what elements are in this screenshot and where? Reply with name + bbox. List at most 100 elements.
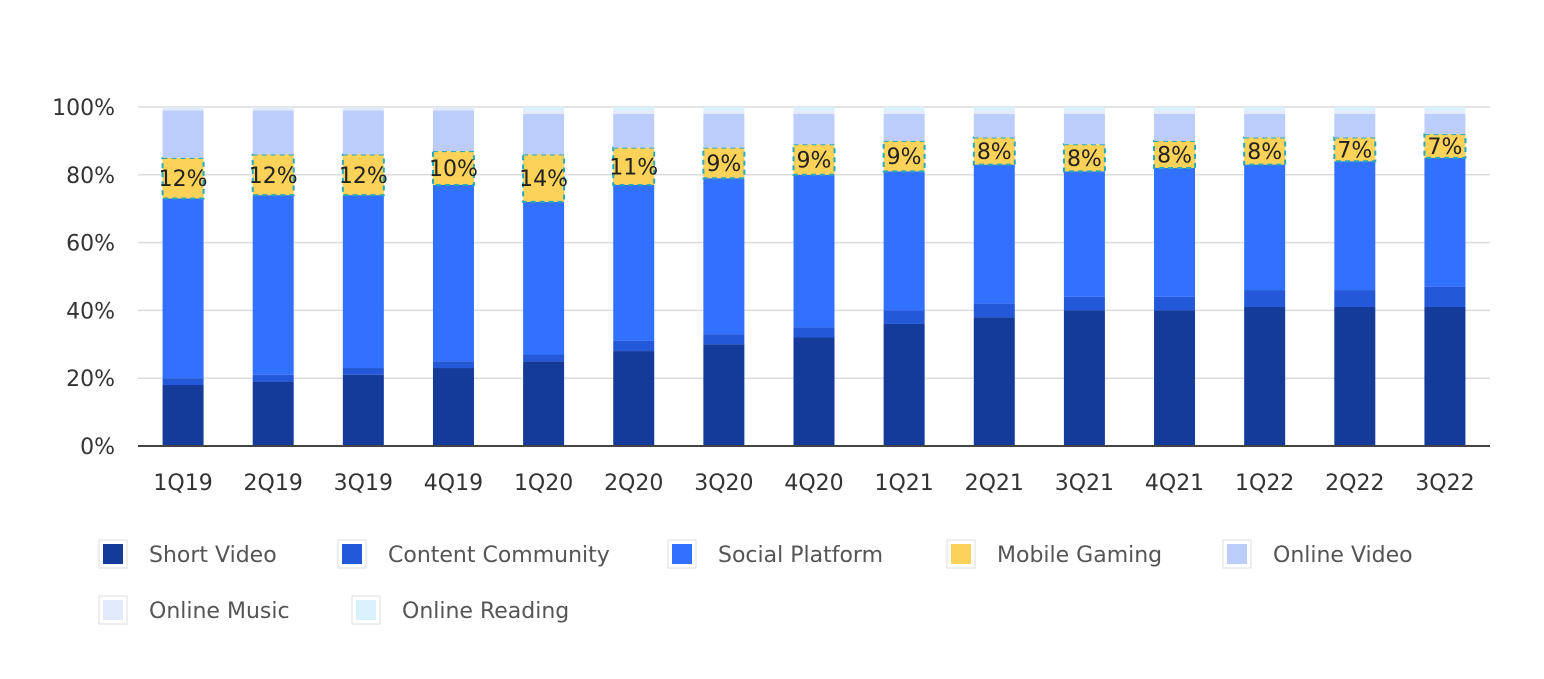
bar-segment-online-video <box>613 113 655 148</box>
data-label: 10% <box>429 157 478 182</box>
x-tick-label: 2Q20 <box>604 471 663 496</box>
bar-segment-online-music <box>973 110 1015 114</box>
legend-item-content-community[interactable]: Content Community <box>337 539 610 569</box>
x-axis-ticks: 1Q19 2Q19 3Q19 4Q19 1Q20 2Q20 3Q20 4Q20 1Q21 2Q21… <box>153 471 1474 496</box>
bar-segment-online-music <box>793 110 835 114</box>
legend-item-online-reading[interactable]: Online Reading <box>351 595 569 625</box>
legend-item-mobile-gaming[interactable]: Mobile Gaming <box>946 539 1162 569</box>
bar-segment-short-video <box>1334 307 1376 446</box>
y-tick-label: 20% <box>66 367 115 392</box>
x-tick-label: 2Q22 <box>1325 471 1384 496</box>
legend-item-online-video[interactable]: Online Video <box>1222 539 1413 569</box>
x-tick-label: 3Q22 <box>1415 471 1474 496</box>
legend-label: Online Video <box>1273 543 1413 568</box>
bar-segment-short-video <box>973 317 1015 446</box>
data-label: 8% <box>1157 143 1192 168</box>
bar-segment-online-music <box>613 110 655 114</box>
bar-segment-social-platform <box>252 195 294 375</box>
x-tick-label: 3Q19 <box>334 471 393 496</box>
y-axis-ticks: 0% 20% 40% 60% 80% 100% <box>52 96 115 460</box>
legend-label: Online Music <box>149 599 290 624</box>
bar-segment-online-video <box>883 113 925 141</box>
bar-segment-content-community <box>342 368 384 375</box>
bar-segment-content-community <box>252 374 294 382</box>
bar-segment-short-video <box>1424 307 1466 446</box>
bar-segment-online-reading <box>1154 107 1196 111</box>
bar-segment-online-video <box>523 113 565 155</box>
data-label: 11% <box>609 155 658 180</box>
data-label: 8% <box>977 140 1012 165</box>
highlight-outline <box>522 153 566 203</box>
bar-segment-online-music <box>703 110 745 114</box>
bar-segment-online-video <box>1154 113 1196 141</box>
bar-segment-content-community <box>883 310 925 324</box>
x-tick-label: 3Q20 <box>694 471 753 496</box>
data-labels: 12% 12% 12% 10% 14% 11% 9% 9% 9% 8% 8% 8% 8% 7% 7% <box>159 135 1463 192</box>
legend-item-online-music[interactable]: Online Music <box>98 595 290 625</box>
bar-segment-content-community <box>1334 290 1376 308</box>
y-tick-label: 80% <box>66 164 115 189</box>
bar-segment-short-video <box>793 337 835 446</box>
bar-segment-online-video <box>432 110 474 152</box>
bar-segment-mobile-gaming <box>162 157 204 199</box>
bar-segment-content-community <box>703 334 745 345</box>
bar-segment-mobile-gaming <box>1244 137 1286 165</box>
bar-segment-social-platform <box>1154 168 1196 297</box>
bar-segment-social-platform <box>162 198 204 379</box>
bar-segment-content-community <box>1154 296 1196 311</box>
data-label: 14% <box>519 167 568 192</box>
bar-segment-online-music <box>1424 110 1466 114</box>
bar-segment-content-community <box>1424 286 1466 308</box>
bar-segment-content-community <box>1063 296 1105 311</box>
x-tick-label: 4Q19 <box>424 471 483 496</box>
bar-segment-social-platform <box>883 171 925 311</box>
legend-swatch <box>103 600 123 620</box>
bar-segment-online-reading <box>613 107 655 111</box>
data-label: 9% <box>797 149 832 174</box>
legend: Short Video Content Community Social Platf… <box>98 539 1413 625</box>
bar-segment-online-music <box>1334 110 1376 114</box>
bar-segment-online-music <box>432 107 474 111</box>
bar-segment-content-community <box>613 340 655 352</box>
legend-swatch <box>342 544 362 564</box>
data-label: 7% <box>1427 135 1462 160</box>
x-tick-label: 4Q21 <box>1145 471 1204 496</box>
bar-segment-online-reading <box>973 107 1015 111</box>
legend-swatch <box>951 544 971 564</box>
x-tick-label: 1Q22 <box>1235 471 1294 496</box>
bar-segment-online-video <box>162 110 204 158</box>
bar-segment-mobile-gaming <box>432 151 474 185</box>
bar-segment-mobile-gaming <box>883 140 925 172</box>
bar-segment-short-video <box>1154 310 1196 446</box>
legend-item-short-video[interactable]: Short Video <box>98 539 277 569</box>
bar-segment-social-platform <box>793 174 835 328</box>
bar-segment-content-community <box>1244 290 1286 308</box>
legend-swatch <box>672 544 692 564</box>
x-tick-label: 3Q21 <box>1055 471 1114 496</box>
bar-segment-online-reading <box>883 107 925 111</box>
bar-segment-short-video <box>162 384 204 446</box>
x-tick-label: 2Q21 <box>965 471 1024 496</box>
bar-segment-online-music <box>523 110 565 114</box>
bar-segment-content-community <box>162 378 204 385</box>
bar-segment-short-video <box>1063 310 1105 446</box>
bar-segment-social-platform <box>1244 164 1286 291</box>
bar-segment-content-community <box>973 303 1015 318</box>
bar-segment-short-video <box>342 374 384 446</box>
bar-segment-online-reading <box>1424 107 1466 111</box>
bar-segment-mobile-gaming <box>342 154 384 196</box>
bar-segment-social-platform <box>1424 157 1466 287</box>
legend-item-social-platform[interactable]: Social Platform <box>667 539 883 569</box>
legend-label: Short Video <box>149 543 277 568</box>
y-tick-label: 40% <box>66 299 115 324</box>
bar-segment-mobile-gaming <box>793 144 835 175</box>
legend-swatch <box>356 600 376 620</box>
bar-segment-social-platform <box>1063 171 1105 297</box>
highlight-outline <box>251 153 295 197</box>
data-label: 7% <box>1337 138 1372 163</box>
x-tick-label: 4Q20 <box>784 471 843 496</box>
bar-segment-short-video <box>703 344 745 446</box>
bar-segment-short-video <box>1244 307 1286 446</box>
